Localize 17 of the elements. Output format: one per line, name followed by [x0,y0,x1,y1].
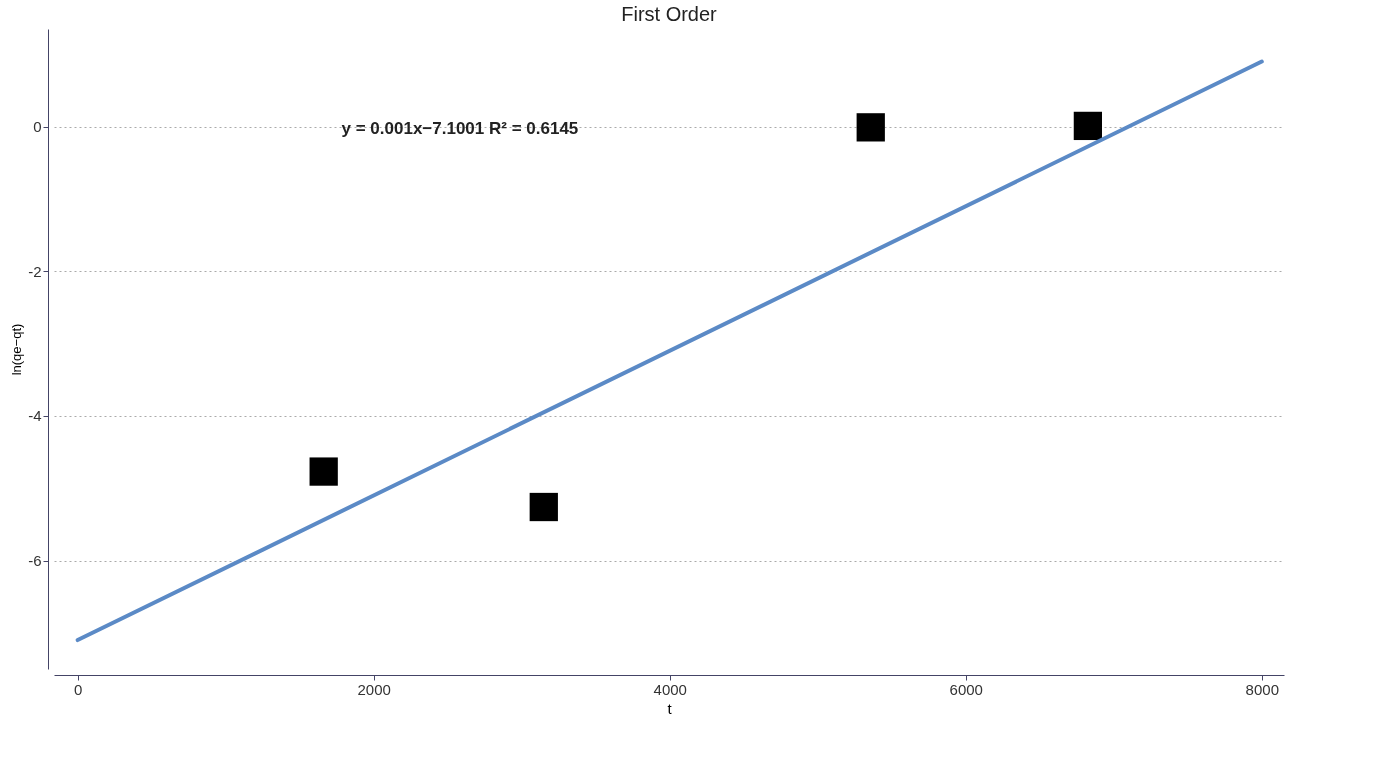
annotation: y = 0.001x−7.1001 R² = 0.6145 [341,119,579,138]
point [856,113,885,142]
x-tick-label: 0 [74,680,83,698]
y-tick-label: -6 [28,552,42,570]
point [1073,111,1103,141]
point [309,457,338,486]
y-tick-label: 0 [33,118,42,136]
x-tick-label: 4000 [653,680,687,698]
x-tick-label: 6000 [949,680,983,698]
y-axis-title: ln(qe−qt) [9,323,25,376]
x-tick-label: 2000 [357,680,391,698]
y-tick-label: -2 [28,262,42,280]
chart-title: First Order [621,3,718,25]
x-tick-label: 8000 [1245,680,1279,698]
x-axis-title: t [667,699,673,717]
y-tick-label: -4 [28,407,42,425]
point [529,492,558,522]
